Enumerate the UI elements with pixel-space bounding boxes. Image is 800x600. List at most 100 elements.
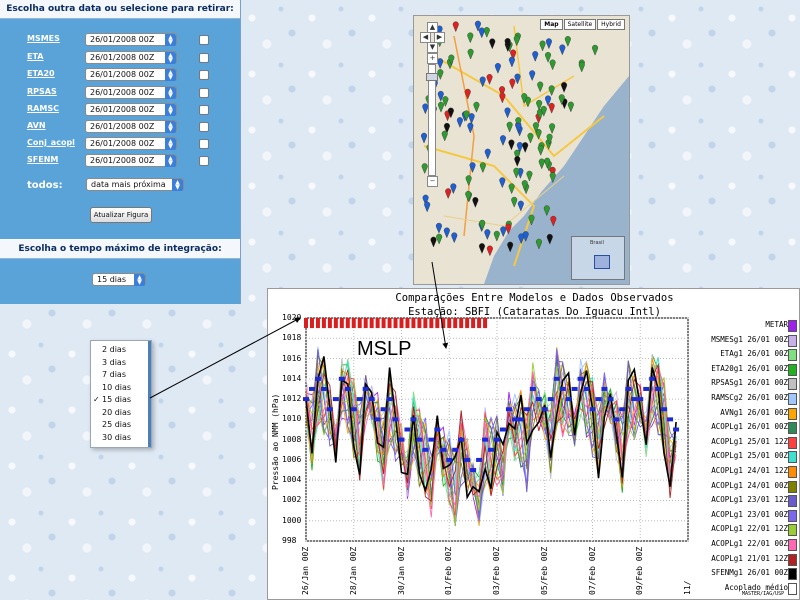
station-marker-icon[interactable] (514, 149, 521, 161)
station-marker-icon[interactable] (561, 82, 568, 93)
station-marker-icon[interactable] (511, 196, 518, 208)
station-marker-icon[interactable] (548, 85, 555, 97)
zoom-out-icon[interactable]: − (427, 176, 438, 187)
station-marker-icon[interactable] (549, 172, 556, 184)
overview-inset-map[interactable]: Brasil (571, 236, 625, 280)
station-marker-icon[interactable] (450, 183, 457, 195)
station-marker-icon[interactable] (456, 117, 463, 128)
dropdown-option[interactable]: 20 dias (91, 408, 148, 420)
zoom-slider[interactable] (426, 64, 438, 176)
inset-viewport-box[interactable] (594, 255, 610, 269)
station-marker-icon[interactable] (443, 227, 450, 239)
station-marker-icon[interactable] (479, 162, 486, 174)
dropdown-option[interactable]: 2 dias (91, 345, 148, 357)
station-marker-icon[interactable] (474, 20, 481, 32)
station-marker-icon[interactable] (514, 73, 521, 85)
station-marker-icon[interactable] (522, 142, 529, 153)
station-marker-icon[interactable] (536, 100, 543, 111)
station-marker-icon[interactable] (507, 241, 514, 253)
model-link-rpsas[interactable]: RPSAS (27, 87, 57, 96)
station-marker-icon[interactable] (514, 156, 521, 167)
station-marker-icon[interactable] (549, 123, 556, 135)
station-marker-icon[interactable] (451, 232, 458, 244)
station-marker-icon[interactable] (592, 44, 599, 56)
station-marker-icon[interactable] (544, 157, 551, 169)
station-marker-icon[interactable] (546, 233, 553, 245)
todos-select[interactable]: data mais próxima ▲ ▼ (86, 178, 184, 191)
pan-right-icon[interactable]: ▶ (434, 32, 445, 43)
model-date-select[interactable]: 26/01/2008 00Z ▲ ▼ (85, 154, 177, 167)
dropdown-option[interactable]: ✓ 15 dias (91, 395, 148, 407)
station-marker-icon[interactable] (545, 52, 552, 63)
zoom-in-icon[interactable]: + (427, 53, 438, 64)
station-marker-icon[interactable] (527, 132, 534, 144)
station-marker-icon[interactable] (528, 214, 535, 226)
station-marker-icon[interactable] (430, 236, 437, 248)
station-marker-icon[interactable] (478, 27, 485, 39)
remove-checkbox[interactable] (199, 88, 209, 98)
station-marker-icon[interactable] (447, 107, 454, 119)
station-marker-icon[interactable] (508, 139, 515, 151)
station-marker-icon[interactable] (437, 101, 444, 113)
station-marker-icon[interactable] (504, 38, 511, 49)
remove-checkbox[interactable] (199, 122, 209, 132)
station-marker-icon[interactable] (540, 106, 547, 117)
model-link-ramsc[interactable]: RAMSC (27, 104, 59, 113)
station-marker-icon[interactable] (443, 122, 450, 134)
remove-checkbox[interactable] (199, 53, 209, 63)
station-marker-icon[interactable] (424, 201, 431, 213)
station-marker-icon[interactable] (442, 96, 449, 107)
model-link-avn[interactable]: AVN (27, 121, 46, 130)
station-marker-icon[interactable] (437, 58, 444, 70)
remove-checkbox[interactable] (199, 105, 209, 115)
station-marker-icon[interactable] (532, 51, 539, 62)
integration-dropdown-list[interactable]: 2 dias 3 dias 7 dias 10 dias ✓ 15 dias 20 dias… (90, 340, 152, 448)
station-marker-icon[interactable] (422, 194, 429, 206)
remove-checkbox[interactable] (199, 139, 209, 149)
model-date-select[interactable]: 26/01/2008 00Z ▲ ▼ (85, 137, 177, 150)
station-marker-icon[interactable] (467, 48, 474, 60)
station-marker-icon[interactable] (510, 49, 517, 61)
station-marker-icon[interactable] (484, 148, 491, 160)
tab-satellite[interactable]: Satellite (563, 19, 597, 30)
station-marker-icon[interactable] (437, 91, 444, 102)
station-marker-icon[interactable] (518, 233, 525, 245)
station-marker-icon[interactable] (463, 110, 470, 122)
model-link-sfenm[interactable]: SFENM (27, 155, 59, 164)
station-marker-icon[interactable] (499, 86, 506, 97)
station-marker-icon[interactable] (421, 132, 428, 144)
station-marker-icon[interactable] (469, 162, 476, 174)
station-marker-icon[interactable] (506, 121, 513, 133)
remove-checkbox[interactable] (199, 156, 209, 166)
model-link-msmes[interactable]: MSMES (27, 34, 60, 43)
station-marker-icon[interactable] (535, 238, 542, 250)
map-canvas[interactable] (414, 16, 629, 284)
station-marker-icon[interactable] (537, 145, 544, 156)
station-marker-icon[interactable] (578, 61, 585, 73)
station-marker-icon[interactable] (493, 230, 500, 242)
dropdown-option[interactable]: 30 dias (91, 433, 148, 445)
station-marker-icon[interactable] (422, 103, 429, 115)
model-link-eta[interactable]: ETA (27, 52, 44, 61)
model-date-select[interactable]: 26/01/2008 00Z ▲ ▼ (85, 33, 177, 46)
station-marker-icon[interactable] (499, 135, 506, 146)
station-marker-icon[interactable] (472, 197, 479, 208)
station-marker-icon[interactable] (509, 78, 516, 90)
model-link-conj_acopl[interactable]: Conj_acopl (27, 138, 75, 147)
dropdown-option[interactable]: 25 dias (91, 420, 148, 432)
pan-left-icon[interactable]: ◀ (420, 32, 431, 43)
station-marker-icon[interactable] (521, 180, 528, 191)
station-marker-icon[interactable] (539, 40, 546, 52)
station-marker-icon[interactable] (537, 81, 544, 93)
station-marker-icon[interactable] (448, 54, 455, 66)
zoom-slider-knob[interactable] (426, 73, 438, 81)
model-date-select[interactable]: 26/01/2008 00Z ▲ ▼ (85, 86, 177, 99)
station-marker-icon[interactable] (421, 163, 428, 175)
dropdown-option[interactable]: 7 dias (91, 370, 148, 382)
station-marker-icon[interactable] (441, 130, 448, 142)
station-marker-icon[interactable] (479, 76, 486, 88)
station-marker-icon[interactable] (452, 21, 459, 33)
station-marker-icon[interactable] (546, 133, 553, 145)
station-marker-icon[interactable] (545, 95, 552, 107)
station-marker-icon[interactable] (437, 69, 444, 80)
